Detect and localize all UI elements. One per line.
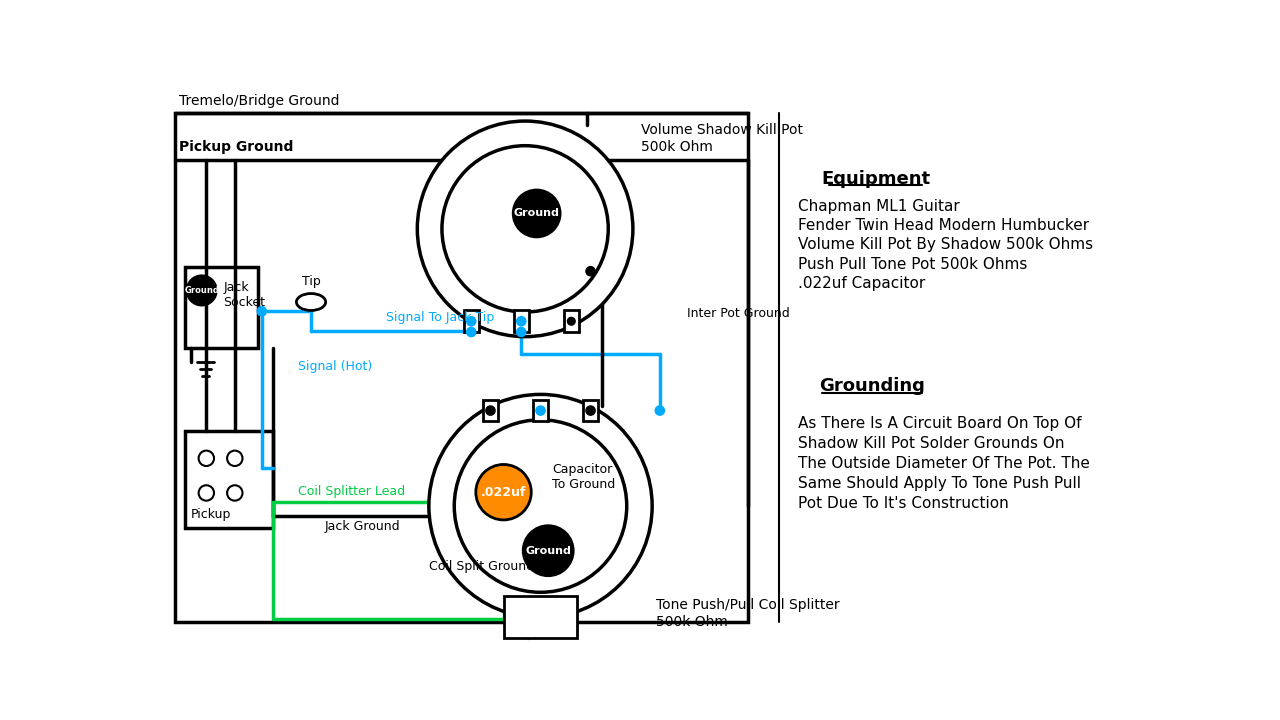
- Bar: [483, 400, 498, 421]
- Text: As There Is A Circuit Board On Top Of: As There Is A Circuit Board On Top Of: [799, 416, 1082, 431]
- Circle shape: [257, 307, 266, 316]
- Bar: [582, 400, 598, 421]
- Text: Volume Kill Pot By Shadow 500k Ohms: Volume Kill Pot By Shadow 500k Ohms: [799, 238, 1093, 252]
- Text: Coil Splitter Lead: Coil Splitter Lead: [298, 485, 404, 498]
- Bar: [184, 267, 257, 348]
- Bar: [175, 113, 749, 621]
- Circle shape: [536, 406, 545, 415]
- Ellipse shape: [297, 294, 325, 310]
- Circle shape: [187, 276, 216, 305]
- Text: Jack
Socket: Jack Socket: [223, 282, 265, 309]
- Circle shape: [524, 526, 573, 575]
- Circle shape: [517, 328, 526, 337]
- Circle shape: [476, 464, 531, 520]
- Circle shape: [198, 485, 214, 500]
- Bar: [184, 431, 274, 528]
- Circle shape: [517, 317, 526, 326]
- Text: Pickup Ground: Pickup Ground: [179, 140, 293, 154]
- Text: Fender Twin Head Modern Humbucker: Fender Twin Head Modern Humbucker: [799, 218, 1089, 233]
- Text: Chapman ML1 Guitar: Chapman ML1 Guitar: [799, 199, 960, 214]
- Text: Signal To Jack Tip: Signal To Jack Tip: [387, 310, 495, 323]
- Text: Capacitor
To Ground: Capacitor To Ground: [552, 463, 616, 491]
- Bar: [532, 400, 548, 421]
- Circle shape: [467, 328, 476, 337]
- Circle shape: [513, 190, 559, 237]
- Text: .022uf: .022uf: [481, 486, 526, 499]
- Text: Ground: Ground: [513, 209, 559, 218]
- Text: Same Should Apply To Tone Push Pull: Same Should Apply To Tone Push Pull: [799, 476, 1082, 491]
- Circle shape: [467, 317, 476, 326]
- Circle shape: [417, 121, 632, 337]
- Text: Shadow Kill Pot Solder Grounds On: Shadow Kill Pot Solder Grounds On: [799, 436, 1065, 451]
- Text: Push Pull Tone Pot 500k Ohms: Push Pull Tone Pot 500k Ohms: [799, 256, 1028, 271]
- Text: Tremelo/Bridge Ground: Tremelo/Bridge Ground: [179, 94, 339, 108]
- Circle shape: [567, 318, 575, 325]
- Text: Signal (Hot): Signal (Hot): [298, 360, 372, 373]
- Circle shape: [454, 420, 627, 593]
- Text: Tip: Tip: [302, 275, 320, 288]
- Circle shape: [442, 145, 608, 312]
- Text: Equipment: Equipment: [820, 169, 931, 187]
- Text: The Outside Diameter Of The Pot. The: The Outside Diameter Of The Pot. The: [799, 456, 1091, 471]
- Circle shape: [429, 395, 652, 618]
- Circle shape: [486, 406, 495, 415]
- Text: Volume Shadow Kill Pot
500k Ohm: Volume Shadow Kill Pot 500k Ohm: [640, 123, 803, 153]
- Circle shape: [198, 451, 214, 466]
- Circle shape: [586, 406, 595, 415]
- Bar: [513, 310, 529, 332]
- Text: Coil Split Ground: Coil Split Ground: [429, 560, 534, 573]
- Text: Pot Due To It's Construction: Pot Due To It's Construction: [799, 496, 1009, 511]
- Text: Grounding: Grounding: [819, 377, 924, 395]
- Circle shape: [227, 451, 242, 466]
- Bar: [463, 310, 479, 332]
- Text: Tone Push/Pull Coil Splitter
500k Ohm: Tone Push/Pull Coil Splitter 500k Ohm: [657, 598, 840, 629]
- Circle shape: [227, 485, 242, 500]
- Circle shape: [586, 266, 595, 276]
- Text: Ground: Ground: [184, 286, 219, 295]
- Bar: [503, 596, 577, 639]
- Text: Pickup: Pickup: [191, 508, 232, 521]
- Text: Ground: Ground: [525, 546, 571, 556]
- Text: Jack Ground: Jack Ground: [325, 520, 401, 533]
- Circle shape: [655, 406, 664, 415]
- Bar: [563, 310, 579, 332]
- Text: Inter Pot Ground: Inter Pot Ground: [687, 307, 790, 320]
- Text: .022uf Capacitor: .022uf Capacitor: [799, 276, 925, 291]
